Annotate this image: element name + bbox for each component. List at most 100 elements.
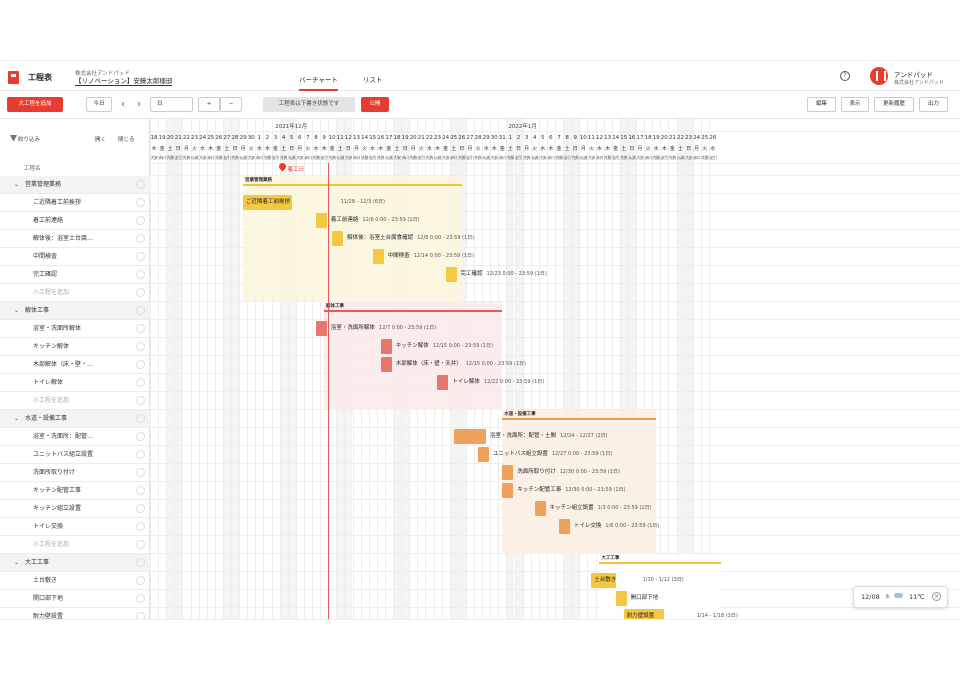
- history-button[interactable]: 更新履歴: [874, 97, 914, 112]
- task-bar[interactable]: [502, 483, 514, 498]
- status-circle-icon[interactable]: [136, 414, 145, 423]
- task-row[interactable]: 洗面所取り付け: [0, 464, 150, 482]
- status-circle-icon[interactable]: [136, 450, 145, 459]
- task-row[interactable]: 耐力壁設置: [0, 608, 150, 619]
- add-subtask-link[interactable]: 小工程を追加: [33, 289, 70, 296]
- group-row[interactable]: ⌄ 営業管理業務: [0, 176, 150, 194]
- project-name-link[interactable]: 【リノベーション】安藤太郎様邸: [75, 77, 173, 86]
- status-circle-icon[interactable]: [136, 576, 145, 585]
- group-bar[interactable]: [502, 418, 657, 420]
- task-bar[interactable]: [591, 573, 616, 588]
- add-subtask-link[interactable]: 小工程を追加: [33, 541, 70, 548]
- status-circle-icon[interactable]: [136, 234, 145, 243]
- status-circle-icon[interactable]: [136, 306, 145, 315]
- task-bar[interactable]: [315, 321, 327, 336]
- status-circle-icon[interactable]: [136, 558, 145, 567]
- status-circle-icon[interactable]: [136, 504, 145, 513]
- task-bar[interactable]: [380, 357, 392, 372]
- group-bar[interactable]: [599, 562, 721, 564]
- add-subtask-row[interactable]: 小工程を追加: [0, 392, 150, 410]
- task-bar[interactable]: [534, 501, 546, 516]
- zoom-out-icon[interactable]: −: [220, 97, 242, 112]
- status-circle-icon[interactable]: [136, 522, 145, 531]
- task-row[interactable]: 着工前連絡: [0, 212, 150, 230]
- task-row[interactable]: 浴室・洗面所：配管…: [0, 428, 150, 446]
- tab-bar-chart[interactable]: バーチャート: [299, 74, 338, 91]
- task-row[interactable]: トイレ解体: [0, 374, 150, 392]
- close-icon[interactable]: ×: [932, 592, 941, 601]
- status-circle-icon[interactable]: [136, 252, 145, 261]
- task-row[interactable]: ユニットバス組立設置: [0, 446, 150, 464]
- group-row[interactable]: ⌄ 解体工事: [0, 302, 150, 320]
- task-row[interactable]: キッチン組立設置: [0, 500, 150, 518]
- task-bar[interactable]: [332, 231, 344, 246]
- task-row[interactable]: キッチン解体: [0, 338, 150, 356]
- task-bar[interactable]: [453, 429, 486, 444]
- status-circle-icon[interactable]: [136, 378, 145, 387]
- group-bar[interactable]: [243, 184, 462, 186]
- gantt-grid[interactable]: 18 木大安 19 金赤口 20 土先勝 21 日友引 22 月先負 23 火仏滅 24 水大安 25 木赤口…: [150, 119, 960, 619]
- publish-button[interactable]: 公開: [361, 97, 389, 112]
- status-circle-icon[interactable]: [136, 612, 145, 619]
- task-row[interactable]: 中間検査: [0, 248, 150, 266]
- user-avatar[interactable]: [870, 67, 888, 85]
- group-bar[interactable]: [324, 310, 503, 312]
- status-circle-icon[interactable]: [136, 198, 145, 207]
- task-row[interactable]: トイレ交換: [0, 518, 150, 536]
- task-bar[interactable]: [502, 465, 514, 480]
- status-circle-icon[interactable]: [136, 432, 145, 441]
- group-row[interactable]: ⌄ 大工工事: [0, 554, 150, 572]
- today-button[interactable]: 今日: [86, 97, 112, 112]
- status-circle-icon[interactable]: [136, 486, 145, 495]
- chevron-down-icon[interactable]: ⌄: [14, 559, 20, 566]
- task-bar[interactable]: [615, 591, 627, 606]
- task-bar[interactable]: [623, 609, 665, 619]
- add-subtask-link[interactable]: 小工程を追加: [33, 397, 70, 404]
- chevron-down-icon[interactable]: ⌄: [14, 181, 20, 188]
- prev-arrow-icon[interactable]: ‹: [121, 99, 125, 110]
- chevron-down-icon[interactable]: ⌄: [14, 415, 20, 422]
- collapse-all-button[interactable]: 閉じる: [118, 137, 135, 143]
- output-menu-button[interactable]: 出力: [919, 97, 948, 112]
- status-circle-icon[interactable]: [136, 180, 145, 189]
- status-circle-icon[interactable]: [136, 396, 145, 405]
- tab-list[interactable]: リスト: [363, 76, 383, 84]
- task-row[interactable]: 浴室・洗面所解体: [0, 320, 150, 338]
- add-subtask-row[interactable]: 小工程を追加: [0, 536, 150, 554]
- task-row[interactable]: 解体後：浴室土台腐…: [0, 230, 150, 248]
- task-row[interactable]: ご近隣着工前挨拶: [0, 194, 150, 212]
- task-bar[interactable]: [315, 213, 327, 228]
- chevron-down-icon[interactable]: ⌄: [14, 307, 20, 314]
- add-subtask-row[interactable]: 小工程を追加: [0, 284, 150, 302]
- expand-all-button[interactable]: 開く: [95, 137, 107, 143]
- filter-button[interactable]: 絞り込み: [18, 137, 41, 143]
- status-circle-icon[interactable]: [136, 288, 145, 297]
- task-row[interactable]: キッチン配管工事: [0, 482, 150, 500]
- task-row[interactable]: 完工確認: [0, 266, 150, 284]
- status-circle-icon[interactable]: [136, 468, 145, 477]
- task-bar[interactable]: [558, 519, 570, 534]
- help-icon[interactable]: ?: [840, 71, 850, 81]
- zoom-in-icon[interactable]: +: [198, 97, 220, 112]
- filter-icon[interactable]: [10, 135, 17, 141]
- view-button[interactable]: 表示: [841, 97, 869, 112]
- task-bar[interactable]: [477, 447, 489, 462]
- task-bar[interactable]: [437, 375, 449, 390]
- status-circle-icon[interactable]: [136, 270, 145, 279]
- task-row[interactable]: 土台敷き: [0, 572, 150, 590]
- task-bar[interactable]: [372, 249, 384, 264]
- status-circle-icon[interactable]: [136, 540, 145, 549]
- edit-menu-button[interactable]: 編集: [807, 97, 836, 112]
- next-arrow-icon[interactable]: ›: [137, 99, 141, 110]
- task-bar[interactable]: [380, 339, 392, 354]
- task-bar[interactable]: [243, 195, 292, 210]
- add-major-process-button[interactable]: 大工程を追加: [7, 97, 63, 112]
- status-circle-icon[interactable]: [136, 594, 145, 603]
- group-row[interactable]: ⌄ 水道・設備工事: [0, 410, 150, 428]
- task-row[interactable]: 開口部下地: [0, 590, 150, 608]
- status-circle-icon[interactable]: [136, 360, 145, 369]
- status-circle-icon[interactable]: [136, 342, 145, 351]
- task-row[interactable]: 木部解体（床・壁・…: [0, 356, 150, 374]
- status-circle-icon[interactable]: [136, 324, 145, 333]
- status-circle-icon[interactable]: [136, 216, 145, 225]
